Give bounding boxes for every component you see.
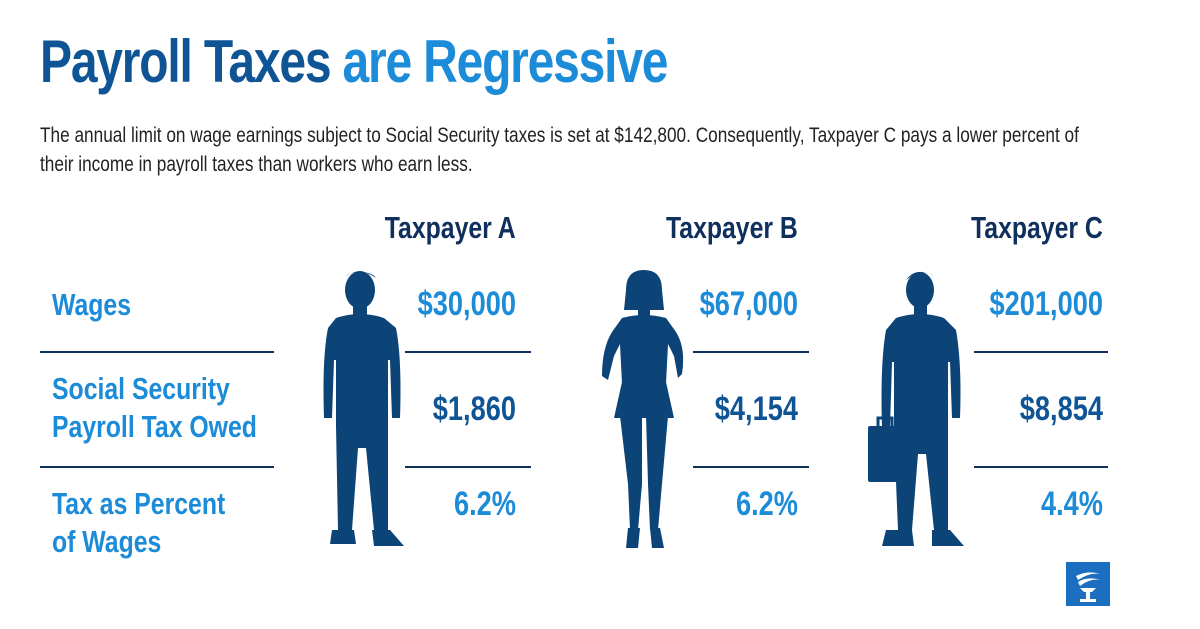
tax-owed-taxpayer-c: $8,854 xyxy=(1019,390,1103,428)
row-divider-c-1 xyxy=(974,351,1108,353)
page-title: Payroll Taxes are Regressive xyxy=(40,22,669,102)
subtitle: The annual limit on wage earnings subjec… xyxy=(40,124,1079,176)
column-header-taxpayer-c: Taxpayer C xyxy=(971,210,1103,245)
row-label-tax-owed: Social Security Payroll Tax Owed xyxy=(52,370,316,446)
row-divider-b-1 xyxy=(693,351,809,353)
businessman-silhouette-icon xyxy=(864,268,968,554)
row-label-tax-owed-line1: Social Security xyxy=(52,371,230,406)
percent-taxpayer-b: 6.2% xyxy=(736,485,798,523)
wages-taxpayer-c: $201,000 xyxy=(989,285,1103,323)
person-silhouette-icon xyxy=(316,268,408,554)
row-label-percent-line2: of Wages xyxy=(52,524,162,559)
wages-taxpayer-b: $67,000 xyxy=(699,285,798,323)
row-divider-a-2 xyxy=(405,466,531,468)
row-label-percent-line1: Tax as Percent xyxy=(52,486,226,521)
torch-logo-icon xyxy=(1066,562,1110,606)
percent-taxpayer-c: 4.4% xyxy=(1041,485,1103,523)
tax-owed-taxpayer-b: $4,154 xyxy=(714,390,798,428)
row-divider-b-2 xyxy=(693,466,809,468)
percent-taxpayer-a: 6.2% xyxy=(454,485,516,523)
row-label-tax-owed-line2: Payroll Tax Owed xyxy=(52,409,257,444)
row-label-wages: Wages xyxy=(52,287,132,322)
column-header-taxpayer-b: Taxpayer B xyxy=(666,210,798,245)
tax-owed-taxpayer-a: $1,860 xyxy=(432,390,516,428)
row-divider-c-2 xyxy=(974,466,1108,468)
title-part-1: Payroll Taxes xyxy=(40,28,332,95)
row-label-percent: Tax as Percent of Wages xyxy=(52,485,316,561)
column-header-taxpayer-a: Taxpayer A xyxy=(385,210,516,245)
row-divider-a-1 xyxy=(405,351,531,353)
title-part-2: are Regressive xyxy=(342,28,669,95)
row-divider-left-1 xyxy=(40,351,274,353)
row-divider-left-2 xyxy=(40,466,274,468)
woman-silhouette-icon xyxy=(598,268,688,552)
wages-taxpayer-a: $30,000 xyxy=(417,285,516,323)
